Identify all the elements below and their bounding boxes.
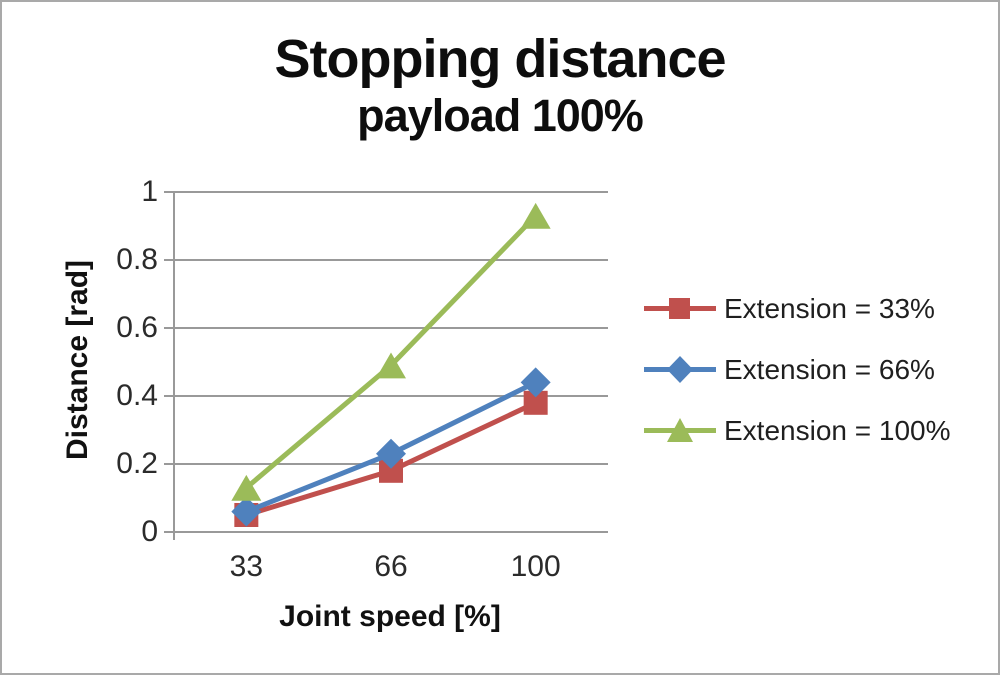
legend-marker-diamond-icon <box>644 356 716 383</box>
legend-marker-triangle-icon <box>644 418 716 442</box>
y-tick-label: 0.8 <box>116 243 158 276</box>
legend-marker-shape <box>667 356 693 383</box>
legend: Extension = 33% Extension = 66% Extension … <box>642 288 951 451</box>
data-point-marker <box>376 352 406 379</box>
y-tick-label: 0.2 <box>116 447 158 480</box>
legend-item: Extension = 33% <box>642 288 951 329</box>
y-tick-label: 0.4 <box>116 379 158 412</box>
title-block: Stopping distance payload 100% <box>2 28 998 142</box>
data-point-marker <box>520 367 551 398</box>
legend-marker-square-icon <box>644 298 716 319</box>
x-tick-label: 66 <box>374 550 408 583</box>
chart-subtitle: payload 100% <box>357 90 644 141</box>
legend-label: Extension = 100% <box>724 414 951 446</box>
x-tick-label: 100 <box>510 550 561 583</box>
data-point-marker <box>376 438 406 469</box>
y-tick-label: 0.6 <box>116 311 158 344</box>
x-tick-label: 33 <box>229 550 264 583</box>
legend-item: Extension = 100% <box>642 410 951 451</box>
chart-title: Stopping distance <box>274 29 726 89</box>
legend-label: Extension = 33% <box>724 292 935 324</box>
data-point-marker <box>231 496 262 527</box>
x-axis-title: Joint speed [%] <box>279 600 501 633</box>
legend-marker-shape <box>667 418 693 442</box>
data-point-marker <box>231 474 262 501</box>
data-point-marker <box>520 202 551 229</box>
legend-item: Extension = 66% <box>642 349 951 390</box>
y-tick-label: 0 <box>141 515 158 548</box>
legend-label: Extension = 66% <box>724 353 935 385</box>
legend-marker-shape <box>669 298 690 319</box>
y-tick-label: 1 <box>141 175 158 208</box>
